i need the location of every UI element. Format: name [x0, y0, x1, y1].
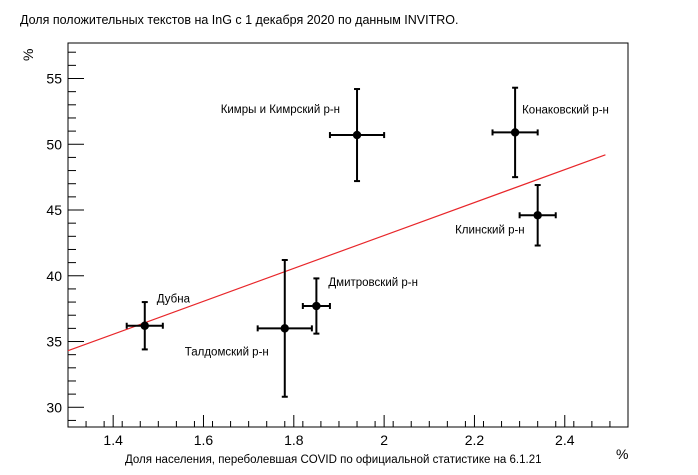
point-label: Дубна — [157, 294, 191, 306]
fit-line-layer — [67, 154, 606, 352]
y-axis-unit: % — [20, 49, 36, 61]
point-label: Дмитровский р-н — [328, 277, 418, 289]
data-points — [125, 86, 557, 398]
x-tick-label: 2 — [380, 432, 388, 448]
data-point-group — [301, 277, 331, 335]
point-label: Кимры и Кимрский р-н — [221, 104, 340, 116]
point-labels: Дубна Талдомский р-н Дмитровский р-н Кимры … — [157, 104, 609, 358]
data-point — [312, 301, 321, 311]
data-point-group — [328, 88, 386, 183]
data-point — [140, 321, 149, 330]
data-point — [352, 130, 362, 140]
point-label: Конаковский р-н — [522, 104, 609, 116]
axis-ticks: 1.4 1.6 1.8 2 2.2 2.4 30 35 40 45 50 55 — [46, 51, 611, 448]
x-tick-label: 2.2 — [465, 432, 485, 448]
y-tick-label: 35 — [46, 334, 62, 350]
x-axis-label: Доля населения, переболевшая COVID по оф… — [125, 454, 542, 466]
data-point — [533, 211, 542, 220]
x-axis-unit: % — [616, 446, 628, 462]
x-tick-label: 1.8 — [284, 432, 304, 448]
y-tick-label: 45 — [46, 202, 62, 218]
data-point-group — [491, 86, 539, 179]
x-tick-label: 1.4 — [103, 432, 123, 448]
point-label: Талдомский р-н — [185, 346, 269, 358]
plot-frame — [67, 42, 629, 428]
x-tick-label: 1.6 — [194, 432, 214, 448]
y-tick-label: 30 — [46, 399, 62, 415]
data-point — [280, 324, 289, 333]
data-point — [510, 128, 520, 137]
x-tick-label: 2.4 — [555, 432, 575, 448]
plot-border — [67, 42, 629, 428]
data-point-group — [518, 184, 557, 247]
y-tick-label: 40 — [46, 268, 62, 284]
data-point-group — [256, 258, 313, 398]
y-tick-label: 55 — [46, 71, 62, 87]
y-tick-label: 50 — [46, 136, 62, 152]
fit-line — [67, 154, 606, 352]
chart-title: Доля положительных текстов на InG с 1 де… — [20, 13, 459, 27]
data-point-group — [125, 301, 164, 351]
point-label: Клинский р-н — [455, 224, 525, 236]
